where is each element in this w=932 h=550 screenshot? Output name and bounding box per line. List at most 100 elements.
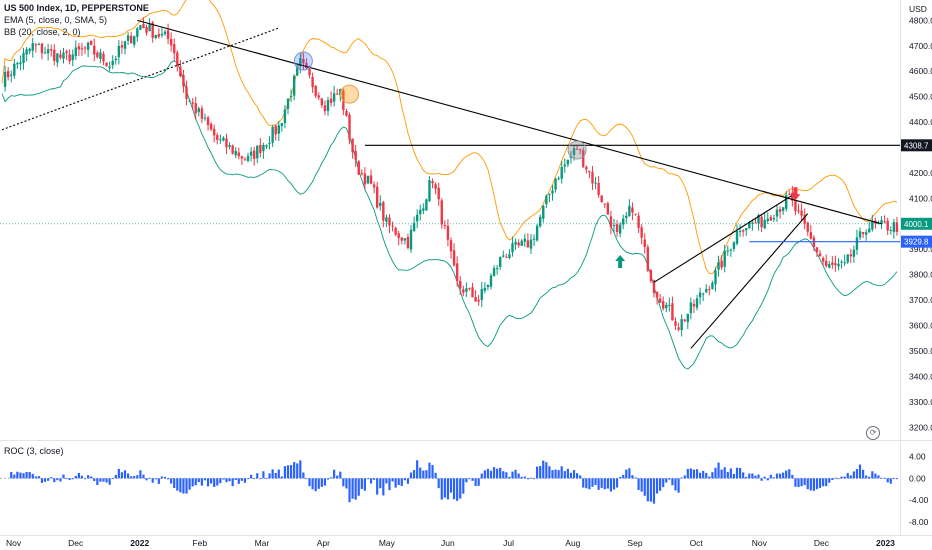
- currency-label: USD: [909, 4, 927, 14]
- candle-body: [680, 319, 683, 331]
- candle-body: [603, 203, 606, 205]
- roc-bar: [775, 473, 779, 479]
- alert-clock-icon[interactable]: ⟳: [866, 426, 880, 440]
- candle-body: [495, 268, 499, 270]
- roc-bar: [388, 478, 391, 491]
- candle-body: [677, 327, 680, 330]
- candle-body: [169, 38, 173, 46]
- candle-body: [871, 221, 874, 230]
- roc-bar: [222, 478, 225, 480]
- ema-legend[interactable]: EMA (5, close, 0, SMA, 5): [4, 15, 108, 25]
- candle-body: [717, 262, 720, 270]
- roc-bar: [529, 477, 533, 479]
- candle-body: [791, 192, 794, 201]
- candle-body: [538, 216, 542, 227]
- roc-legend[interactable]: ROC (3, close): [4, 445, 64, 457]
- trendline: [137, 19, 882, 225]
- candle-body: [3, 71, 7, 87]
- candle-body: [419, 209, 422, 215]
- candle-body: [209, 123, 213, 130]
- candle-body: [68, 54, 71, 62]
- candle-body: [766, 218, 769, 221]
- roc-bar: [59, 478, 62, 482]
- candle-body: [348, 114, 351, 140]
- roc-bar: [769, 474, 772, 479]
- bb-lower-band: [1, 60, 898, 370]
- candle-body: [157, 33, 161, 37]
- candle-body: [332, 93, 336, 102]
- roc-bar: [861, 469, 865, 479]
- candle-body: [563, 164, 566, 167]
- roc-bar: [782, 472, 785, 479]
- roc-bar: [163, 476, 167, 479]
- candle-body: [366, 175, 370, 184]
- price-tick-label: 4200.0: [909, 168, 932, 178]
- roc-bar: [674, 478, 677, 491]
- candle-body: [409, 229, 413, 250]
- candle-body: [708, 288, 711, 290]
- candle-body: [31, 43, 34, 51]
- roc-bar: [874, 473, 877, 479]
- candle-body: [10, 74, 13, 76]
- candle-body: [778, 209, 782, 212]
- roc-bar: [456, 478, 459, 501]
- time-axis-label: Sep: [627, 538, 642, 548]
- roc-bar: [329, 477, 333, 479]
- candle-body: [628, 205, 631, 217]
- roc-bar: [566, 468, 569, 479]
- symbol-title[interactable]: US 500 Index, 1D, PEPPERSTONE: [4, 3, 149, 13]
- candle-body: [606, 203, 610, 215]
- roc-bar: [729, 468, 732, 479]
- roc-bar: [90, 476, 93, 479]
- candle-body: [56, 53, 59, 63]
- candle-body: [415, 214, 419, 222]
- roc-bar: [403, 478, 406, 481]
- roc-bar: [74, 475, 77, 479]
- candle-body: [821, 257, 825, 262]
- candle-body: [136, 28, 139, 37]
- candle-body: [803, 214, 806, 224]
- roc-bar: [274, 472, 277, 479]
- candle-body: [437, 187, 440, 200]
- roc-bar: [240, 478, 243, 481]
- candle-body: [74, 47, 78, 57]
- bb-legend[interactable]: BB (20, close, 2, 0): [4, 27, 81, 37]
- time-axis-label: Dec: [814, 538, 830, 548]
- roc-bar: [702, 470, 705, 479]
- roc-bar: [502, 471, 505, 479]
- roc-bar: [625, 469, 628, 479]
- roc-bar: [800, 478, 803, 487]
- roc-bar: [336, 475, 339, 479]
- candle-body: [197, 108, 201, 113]
- candle-body: [622, 218, 625, 225]
- roc-bar: [216, 478, 219, 486]
- price-tag-label: 4308.7: [904, 141, 929, 150]
- time-axis-label: Mar: [255, 538, 270, 548]
- roc-bar: [213, 478, 216, 487]
- candle-body: [837, 263, 840, 267]
- candle-body: [182, 74, 185, 87]
- roc-bar: [40, 478, 44, 483]
- roc-bar: [65, 478, 68, 479]
- candle-body: [557, 178, 560, 180]
- candle-body: [37, 43, 41, 45]
- candle-body: [661, 301, 665, 309]
- roc-bar: [671, 478, 674, 486]
- roc-bar: [170, 478, 173, 484]
- roc-bar: [416, 460, 419, 479]
- price-tick-label: 4800.0: [909, 15, 932, 25]
- price-tag-label: 3929.8: [904, 238, 929, 247]
- candle-body: [729, 249, 733, 251]
- candle-body: [578, 149, 582, 151]
- candle-body: [775, 209, 779, 217]
- roc-bar: [296, 463, 299, 479]
- roc-bar: [760, 478, 763, 481]
- roc-bar: [47, 478, 50, 481]
- roc-bar: [480, 473, 483, 479]
- candle-body: [591, 172, 594, 184]
- roc-bar: [785, 470, 788, 479]
- roc-bar: [452, 478, 456, 500]
- roc-bar: [437, 478, 440, 489]
- roc-bar: [505, 472, 508, 479]
